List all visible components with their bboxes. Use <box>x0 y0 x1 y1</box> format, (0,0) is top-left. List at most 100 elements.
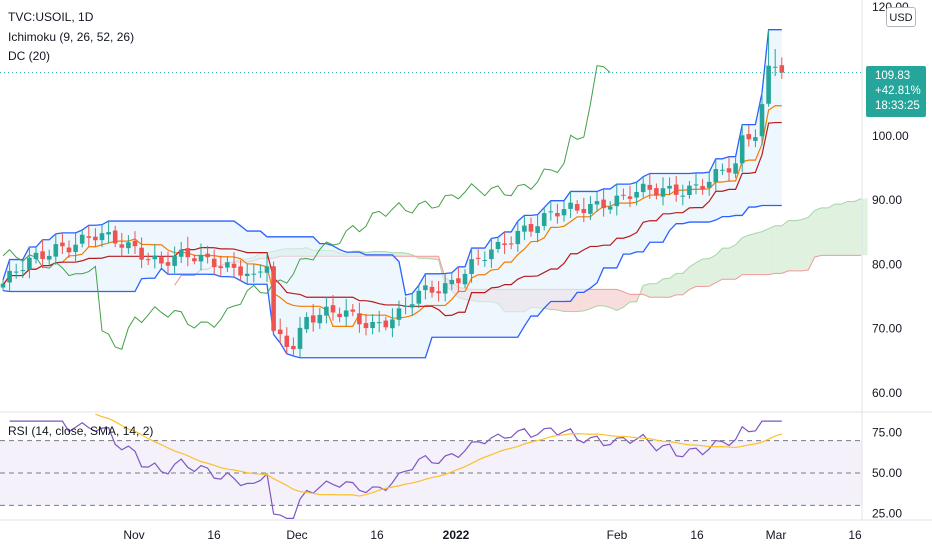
rsi-band <box>0 440 862 506</box>
candle-body <box>178 249 184 257</box>
ichimoku-cloud-segment <box>577 289 584 312</box>
candle-body <box>165 262 171 266</box>
time-tick-label: 16 <box>370 528 384 542</box>
candle-body <box>53 244 59 257</box>
ichimoku-cloud-segment <box>682 266 690 295</box>
symbol-legend[interactable]: TVC:USOIL, 1D <box>8 10 94 24</box>
ichimoku-cloud-segment <box>623 291 630 308</box>
candle-body <box>482 259 488 261</box>
candle-body <box>297 327 303 349</box>
candle-body <box>304 316 309 330</box>
candle-body <box>231 263 237 268</box>
candle-body <box>396 308 402 320</box>
candle-body <box>284 335 290 347</box>
donchian-upper-line <box>2 29 782 296</box>
ichimoku-legend[interactable]: Ichimoku (9, 26, 52, 26) <box>8 30 135 44</box>
candle-body <box>528 224 534 232</box>
candle-body <box>475 257 481 259</box>
ichimoku-cloud-segment <box>775 225 782 274</box>
lagging-span-line <box>2 65 611 350</box>
candle-body <box>324 306 329 316</box>
candle-body <box>330 305 336 313</box>
candle-body <box>192 258 197 262</box>
candle-body <box>594 201 600 205</box>
ichimoku-cloud-segment <box>610 289 617 311</box>
candle-body <box>33 252 39 260</box>
candle-body <box>442 283 448 294</box>
ichimoku-cloud-segment <box>854 198 861 256</box>
ichimoku-cloud-segment <box>399 252 406 257</box>
candle-body <box>27 257 32 270</box>
candle-body <box>667 185 672 189</box>
candle-body <box>673 184 679 195</box>
candle-body <box>416 290 422 304</box>
time-tick-label: Feb <box>607 528 628 542</box>
rsi-pane <box>0 413 862 519</box>
ichimoku-cloud-segment <box>630 294 637 302</box>
candle-body <box>79 234 85 244</box>
ichimoku-cloud-segment <box>643 283 650 298</box>
candle-body <box>607 206 613 210</box>
candle-body <box>370 321 375 329</box>
candle-body <box>614 195 620 207</box>
ichimoku-cloud-segment <box>702 258 710 287</box>
candle-body <box>654 188 659 196</box>
candle-body <box>409 304 415 308</box>
rsi-tick-label: 25.00 <box>872 507 902 521</box>
rsi-tick-label: 75.00 <box>872 426 902 440</box>
ichimoku-cloud-segment <box>590 289 597 309</box>
candle-body <box>561 209 567 216</box>
candle-body <box>541 213 547 227</box>
ichimoku-cloud-segment <box>649 283 657 298</box>
candle-body <box>469 259 474 275</box>
rsi-line <box>9 420 782 519</box>
candle-body <box>462 273 468 285</box>
candle-body <box>423 285 428 291</box>
candle-body <box>317 314 323 324</box>
time-tick-label: Dec <box>286 528 307 542</box>
ichimoku-cloud-segment <box>801 217 809 271</box>
donchian-lower-line <box>2 204 782 359</box>
time-tick-label: 16 <box>690 528 704 542</box>
candle-body <box>198 254 204 262</box>
donchian-legend[interactable]: DC (20) <box>8 49 51 63</box>
candle-body <box>20 270 26 272</box>
currency-button[interactable]: USD <box>886 7 916 27</box>
candle-body <box>258 271 263 273</box>
candle-body <box>152 255 158 260</box>
ichimoku-cloud-segment <box>735 237 743 280</box>
candle-body <box>429 286 435 293</box>
candle-body <box>383 320 389 328</box>
ichimoku-cloud-segment <box>755 231 762 275</box>
candle-body <box>739 135 745 164</box>
ichimoku-cloud-segment <box>603 289 611 308</box>
candle-body <box>449 279 455 285</box>
ichimoku-cloud-segment <box>689 262 696 290</box>
candle-body <box>205 253 210 258</box>
rsi-legend[interactable]: RSI (14, close, SMA, 14, 2) <box>8 424 154 438</box>
candle-body <box>126 242 131 249</box>
candle-body <box>601 199 606 209</box>
ichimoku-cloud-segment <box>583 289 591 311</box>
candle-body <box>753 137 758 141</box>
candle-body <box>548 211 554 213</box>
candle-body <box>343 310 349 317</box>
candle-body <box>621 194 626 196</box>
candle-body <box>495 241 501 250</box>
candle-body <box>337 313 342 318</box>
candle-body <box>376 322 382 324</box>
candle-body <box>363 323 369 329</box>
candle-body <box>310 315 316 323</box>
time-tick-label: Nov <box>123 528 144 542</box>
ichimoku-cloud-segment <box>729 244 736 280</box>
ichimoku-cloud-segment <box>696 258 703 287</box>
candle-body <box>522 225 527 232</box>
price-tick-label: 80.00 <box>872 257 902 271</box>
ichimoku-cloud-segment <box>742 235 749 275</box>
candle-body <box>7 270 12 283</box>
candle-body <box>568 202 573 209</box>
candle-body <box>390 319 395 329</box>
candle-body <box>99 233 105 241</box>
candle-body <box>244 273 250 277</box>
